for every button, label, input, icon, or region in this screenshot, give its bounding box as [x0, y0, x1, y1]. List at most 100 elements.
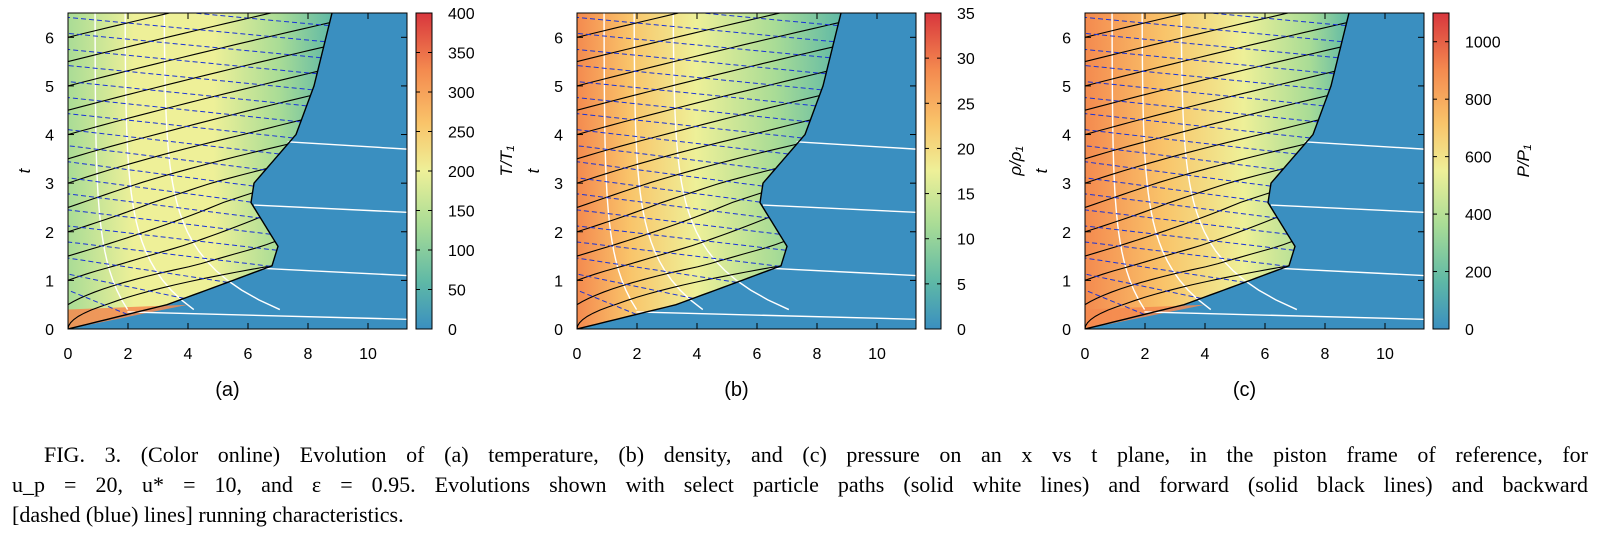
y-tick-label: 5 [1062, 79, 1071, 96]
x-tick-label: 2 [633, 346, 642, 363]
particle-path [672, 13, 790, 311]
y-tick-label: 4 [1062, 128, 1071, 145]
heatmap-area [1085, 0, 1424, 329]
colorbar-tick-label: 35 [957, 6, 975, 23]
x-tick-label: 10 [1376, 346, 1394, 363]
x-tick-label: 10 [359, 346, 377, 363]
forward-characteristic [1085, 22, 1347, 87]
forward-characteristic [68, 13, 172, 38]
backward-characteristic [68, 97, 301, 123]
forward-characteristic [68, 168, 267, 233]
backward-characteristic [577, 145, 775, 171]
backward-characteristic [68, 113, 294, 139]
forward-characteristic [1085, 46, 1341, 111]
forward-characteristic [577, 95, 820, 160]
backward-characteristic [68, 225, 277, 251]
x-tick-label: 4 [184, 346, 193, 363]
colorbar-tick-label: 0 [448, 322, 457, 339]
forward-characteristic [1085, 95, 1328, 160]
backward-characteristic [577, 289, 637, 315]
backward-characteristic [1085, 145, 1283, 171]
x-tick-label: 6 [244, 346, 253, 363]
panel-b: 0 2 4 6 8 10 0 1 2 3 4 5 6 t 0 5 10 15 20 25 30 35 ρ/ρ₁ (b) [524, 6, 1025, 401]
backward-characteristic [1085, 257, 1245, 283]
x-tick-label: 6 [753, 346, 762, 363]
backward-characteristic [1085, 0, 1349, 10]
plot-frame [576, 12, 917, 330]
x-tick-label: 4 [1201, 346, 1210, 363]
backward-characteristic [577, 65, 822, 91]
backward-characteristic [577, 241, 780, 267]
backward-characteristic [577, 113, 803, 139]
backward-characteristic [68, 65, 313, 91]
y-tick-label: 5 [554, 79, 563, 96]
colorbar-tick-label: 300 [448, 85, 475, 102]
colorbar-tick-label: 1000 [1465, 35, 1501, 52]
y-tick-label: 1 [1062, 273, 1071, 290]
figure: 0 2 4 6 8 100123456t050100150200250300350400T… [15, 0, 1533, 401]
colorbar-tick-label: 800 [1465, 92, 1492, 109]
y-tick-label: 0 [554, 322, 563, 339]
colorbar-tick-label: 200 [1465, 265, 1492, 282]
forward-characteristic [577, 13, 783, 63]
backward-characteristic [1085, 193, 1278, 219]
particle-path [1141, 13, 1212, 311]
forward-characteristic [1085, 119, 1319, 184]
colorbar-tick-label: 100 [448, 243, 475, 260]
backward-characteristic [577, 273, 694, 299]
backward-characteristic [1085, 113, 1311, 139]
y-axis-label: t [524, 167, 543, 173]
forward-characteristic [577, 13, 681, 38]
forward-characteristic [577, 22, 839, 87]
backward-characteristic [68, 145, 266, 171]
forward-characteristic [577, 240, 785, 306]
y-tick-label: 6 [554, 30, 563, 47]
panel-label: (b) [724, 379, 748, 401]
caption-line-1: FIG. 3. (Color online) Evolution of (a) … [44, 442, 1588, 467]
x-tick-label: 0 [64, 346, 73, 363]
backward-characteristic [1085, 48, 1335, 75]
particle-path [633, 13, 704, 311]
x-tick-label: 2 [124, 346, 133, 363]
particle-path [163, 13, 281, 311]
backward-characteristic [68, 161, 254, 187]
particle-path-undisturbed [762, 204, 916, 214]
x-tick-label: 4 [693, 346, 702, 363]
colorbar-tick-label: 150 [448, 204, 475, 221]
forward-characteristic [1085, 143, 1305, 208]
backward-characteristic [68, 177, 252, 203]
particle-path-undisturbed [1270, 204, 1424, 214]
forward-characteristic [68, 192, 253, 257]
y-tick-label: 0 [1062, 322, 1071, 339]
y-tick-label: 5 [45, 79, 54, 96]
forward-characteristic [577, 265, 782, 329]
figure-caption: FIG. 3. (Color online) Evolution of (a) … [12, 440, 1588, 530]
heatmap-area [68, 13, 407, 329]
colorbar-tick-label: 0 [957, 322, 966, 339]
backward-characteristic [1085, 97, 1318, 123]
particle-path-undisturbed [767, 267, 916, 277]
forward-characteristic [1085, 192, 1270, 257]
backward-characteristic [1085, 289, 1145, 315]
colorbar [1432, 12, 1450, 330]
backward-characteristic [577, 193, 770, 219]
forward-characteristic [68, 46, 324, 111]
backward-characteristic [577, 257, 737, 283]
forward-characteristic [68, 265, 273, 329]
particle-path-undisturbed [1275, 267, 1424, 277]
forward-characteristic [577, 216, 770, 281]
y-tick-label: 2 [45, 225, 54, 242]
particle-path-undisturbed [253, 204, 407, 214]
forward-characteristic [577, 192, 762, 257]
backward-characteristic [1085, 161, 1271, 187]
y-tick-label: 0 [45, 322, 54, 339]
forward-characteristic [68, 13, 274, 63]
x-tick-label: 8 [1321, 346, 1330, 363]
colorbar [924, 12, 942, 330]
forward-characteristic [577, 70, 827, 136]
particle-path [94, 13, 129, 310]
y-tick-label: 6 [1062, 30, 1071, 47]
panel-label: (a) [215, 379, 239, 401]
backward-characteristic [577, 225, 786, 251]
backward-characteristic [577, 97, 810, 123]
